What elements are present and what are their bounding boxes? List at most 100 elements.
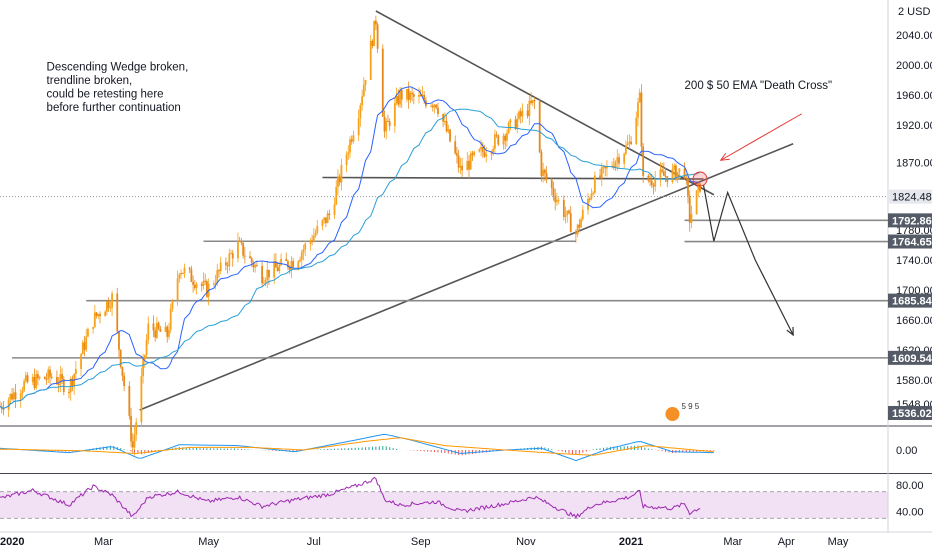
drawn-line-2 (139, 143, 794, 411)
candle-body (300, 252, 303, 260)
candle-body (31, 376, 34, 383)
candle-body (376, 24, 379, 49)
candle-body (69, 378, 72, 393)
broker-logo-icon (665, 407, 680, 421)
candle-body (564, 215, 567, 217)
candle-body (87, 329, 89, 337)
candle-body (200, 284, 203, 286)
annotation-0-line-0: Descending Wedge broken, (47, 61, 189, 73)
time-tick-label: Apr (778, 536, 795, 548)
candle-body (673, 165, 676, 170)
macd-zero-label: 0.00 (896, 445, 917, 457)
candle-body (83, 342, 86, 350)
candle-body (226, 265, 229, 267)
candle-body (528, 100, 531, 117)
death-cross-circle (692, 171, 708, 187)
candle-body (604, 166, 607, 169)
candle-body (568, 210, 570, 214)
candle-body (557, 199, 560, 201)
candle-body (485, 154, 488, 157)
candle-body (219, 262, 222, 272)
candle-body (675, 165, 677, 180)
projection-arrowhead-0 (786, 326, 794, 337)
time-tick-label: Sep (411, 536, 431, 548)
candle-body (302, 249, 305, 253)
candle-body (95, 312, 98, 317)
annotation-1-line-0: 200 $ 50 EMA "Death Cross" (685, 80, 833, 92)
candle-body (521, 110, 524, 117)
candle-body (393, 103, 396, 127)
candle-body (373, 20, 376, 46)
candle-body (140, 376, 143, 423)
candle-body (338, 176, 341, 183)
candle-body (80, 354, 82, 369)
rsi-line (0, 476, 701, 519)
candle-body (630, 141, 632, 145)
candle-body (92, 326, 95, 330)
candle-body (19, 393, 22, 400)
candle-body (116, 293, 119, 332)
candle-body (371, 40, 374, 46)
candle-body (106, 301, 108, 312)
candle-body (147, 323, 150, 340)
candle-body (56, 377, 58, 384)
candle-body (143, 355, 146, 360)
candle-body (350, 139, 353, 142)
candle-body (237, 240, 239, 259)
candle-body (387, 120, 389, 122)
candle-body (243, 255, 246, 257)
candle-body (176, 278, 179, 301)
candle-body (554, 195, 557, 203)
candle-body (473, 151, 476, 156)
candle-body (156, 322, 158, 338)
candle-body (35, 374, 38, 388)
candle-body (495, 134, 498, 136)
price-tag-box (888, 189, 932, 204)
candle-body (345, 154, 348, 166)
candle-body (480, 146, 482, 150)
candle-body (333, 204, 336, 216)
candle-body (250, 258, 253, 263)
candle-body (166, 326, 169, 337)
candle-body (449, 129, 451, 142)
candle-body (569, 213, 572, 233)
candle-body (352, 135, 355, 142)
candle-body (647, 175, 650, 181)
candle-body (337, 176, 339, 187)
candle-body (447, 129, 450, 132)
candle-body (212, 283, 215, 285)
candle-body (314, 233, 317, 236)
macd-line (0, 434, 714, 462)
candle-body (493, 134, 496, 149)
candle-body (340, 165, 343, 183)
candle-body (71, 378, 74, 386)
candle-body (556, 200, 558, 203)
candle-body (361, 96, 363, 106)
candle-body (445, 120, 448, 132)
candle-body (649, 180, 651, 182)
candle-body (357, 118, 360, 136)
price-tick-label: 1960.00 (896, 90, 932, 102)
candle-body (638, 92, 641, 103)
candle-body (683, 168, 686, 178)
candle-body (121, 366, 124, 376)
moving-average-1 (0, 108, 701, 409)
candle-body (104, 311, 107, 317)
candle-body (204, 280, 207, 282)
candle-body (268, 269, 270, 278)
candle-body (433, 104, 436, 108)
annotation-0-line-3: before further continuation (47, 102, 181, 114)
price-tag-box (888, 293, 932, 308)
candle-body (228, 253, 231, 267)
candle-body (481, 146, 484, 152)
candle-body (206, 281, 208, 297)
candle-body (421, 94, 424, 97)
candle-body (85, 336, 88, 350)
candle-body (471, 153, 474, 156)
time-tick-label: May (198, 536, 219, 548)
candle-body (192, 281, 195, 285)
price-tag-box (888, 350, 932, 365)
candle-body (61, 374, 63, 379)
